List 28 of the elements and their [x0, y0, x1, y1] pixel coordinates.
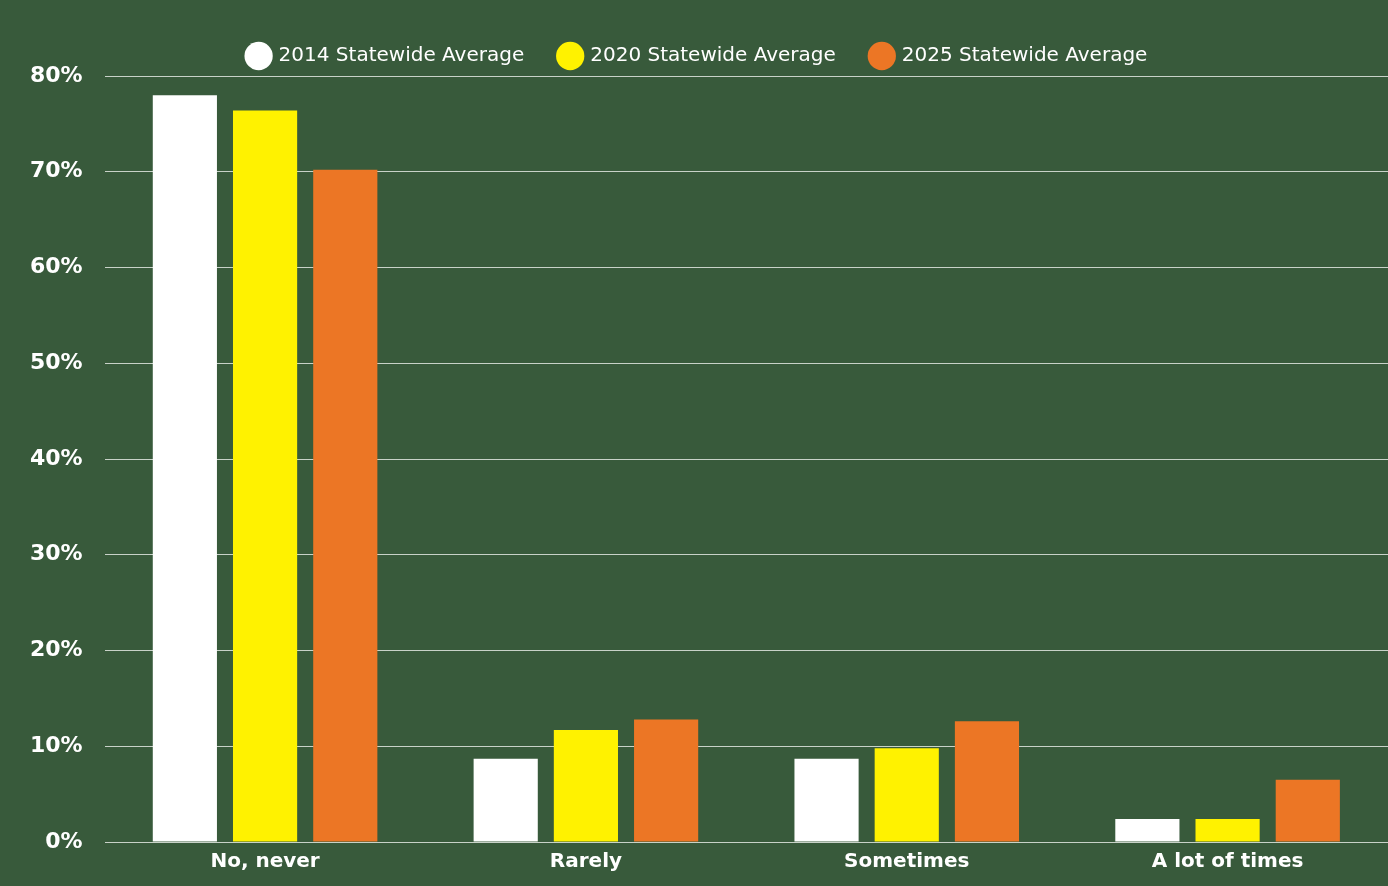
bar [473, 758, 538, 842]
y-tick-label: 70% [29, 157, 83, 183]
legend-label: 2014 Statewide Average [278, 42, 525, 67]
y-tick-label: 50% [29, 348, 83, 374]
x-tick-label: A lot of times [1151, 848, 1304, 873]
bar [874, 748, 939, 842]
y-tick-label: 40% [29, 444, 83, 470]
y-tick-label: 30% [29, 540, 83, 566]
bar [553, 729, 618, 842]
legend-label: 2025 Statewide Average [901, 42, 1148, 67]
bar [634, 719, 699, 842]
y-tick-label: 0% [45, 827, 83, 853]
y-tick-label: 80% [29, 61, 83, 87]
bar [313, 169, 378, 842]
bar [954, 721, 1020, 842]
bar [1195, 819, 1260, 842]
bar [1115, 819, 1180, 842]
y-tick-label: 60% [29, 253, 83, 279]
bar [152, 95, 217, 842]
bar [232, 110, 298, 842]
y-tick-label: 10% [29, 731, 83, 757]
legend-label: 2020 Statewide Average [590, 42, 836, 67]
y-tick-label: 20% [29, 636, 83, 662]
x-tick-label: No, never [210, 848, 320, 873]
x-tick-label: Sometimes [844, 848, 970, 873]
bar [1275, 779, 1340, 842]
bar [794, 758, 859, 842]
x-tick-label: Rarely [549, 848, 623, 873]
